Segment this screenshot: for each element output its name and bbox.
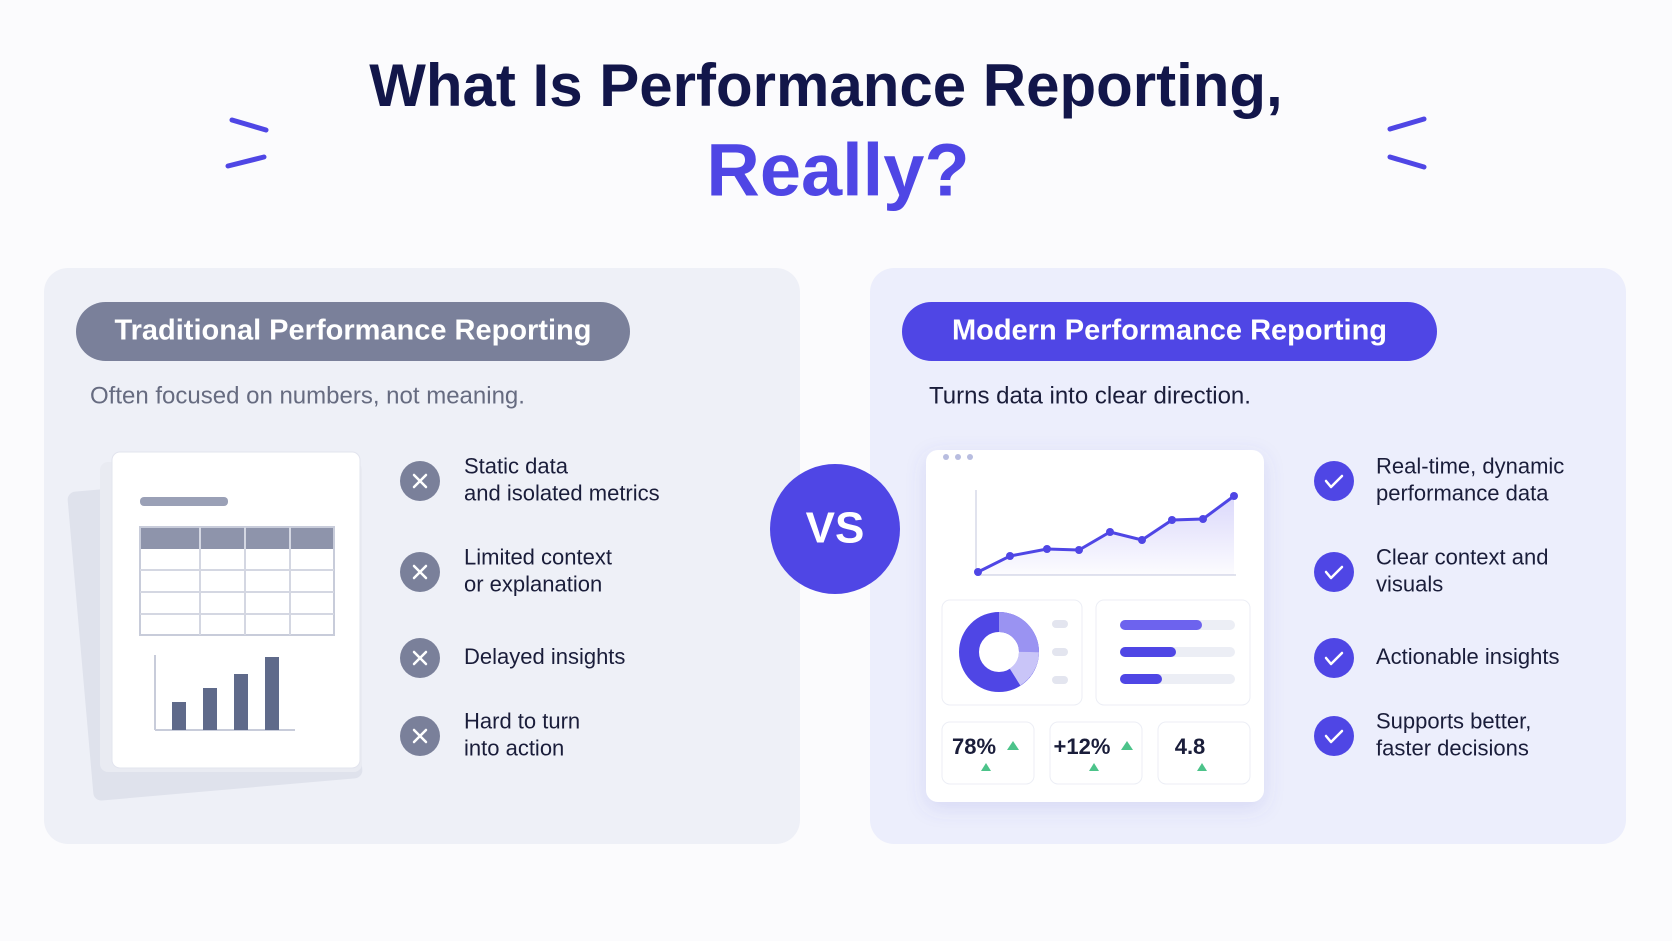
item-text: Delayed insights	[464, 644, 625, 669]
item-icon	[1314, 461, 1354, 501]
item-text: Clear context and	[1376, 544, 1548, 569]
check-mark	[1324, 729, 1344, 744]
item-text: and isolated metrics	[464, 480, 660, 505]
item-text: Real-time, dynamic	[1376, 453, 1564, 478]
decor-dashes	[225, 116, 1427, 170]
check-mark	[1324, 651, 1344, 666]
kpi-value: +12%	[1054, 734, 1111, 759]
item-text: Limited context	[464, 544, 612, 569]
cross-mark	[412, 564, 428, 580]
panel-label: Traditional Performance Reporting	[115, 315, 592, 347]
vs-text: VS	[806, 504, 865, 553]
panel-label-pill	[76, 302, 630, 361]
item-icon	[1314, 716, 1354, 756]
item-icon	[1314, 638, 1354, 678]
item-text: faster decisions	[1376, 735, 1529, 760]
static-report-illustration	[67, 451, 363, 801]
kpi-value: 78%	[952, 734, 996, 759]
item-text: into action	[464, 735, 564, 760]
item-text: performance data	[1376, 480, 1549, 505]
item-text: Actionable insights	[1376, 644, 1559, 669]
kpi-value: 4.8	[1175, 734, 1206, 759]
item-icon	[1314, 552, 1354, 592]
panel-label-pill	[902, 302, 1437, 361]
title: What Is Performance Reporting,	[369, 52, 1282, 119]
check-mark	[1324, 565, 1344, 580]
vs-badge	[770, 464, 900, 594]
panel-subtitle: Turns data into clear direction.	[929, 382, 1251, 409]
item-text: or explanation	[464, 571, 602, 596]
dashboard-illustration	[926, 450, 1264, 802]
panel-subtitle: Often focused on numbers, not meaning.	[90, 382, 525, 409]
check-mark	[1324, 474, 1344, 489]
item-text: visuals	[1376, 571, 1443, 596]
cross-mark	[412, 728, 428, 744]
cross-mark	[412, 650, 428, 666]
item-text: Supports better,	[1376, 708, 1531, 733]
item-text: Static data	[464, 453, 569, 478]
cross-mark	[412, 473, 428, 489]
title-accent: Really?	[706, 129, 969, 212]
panel-label: Modern Performance Reporting	[952, 315, 1387, 347]
item-text: Hard to turn	[464, 708, 580, 733]
